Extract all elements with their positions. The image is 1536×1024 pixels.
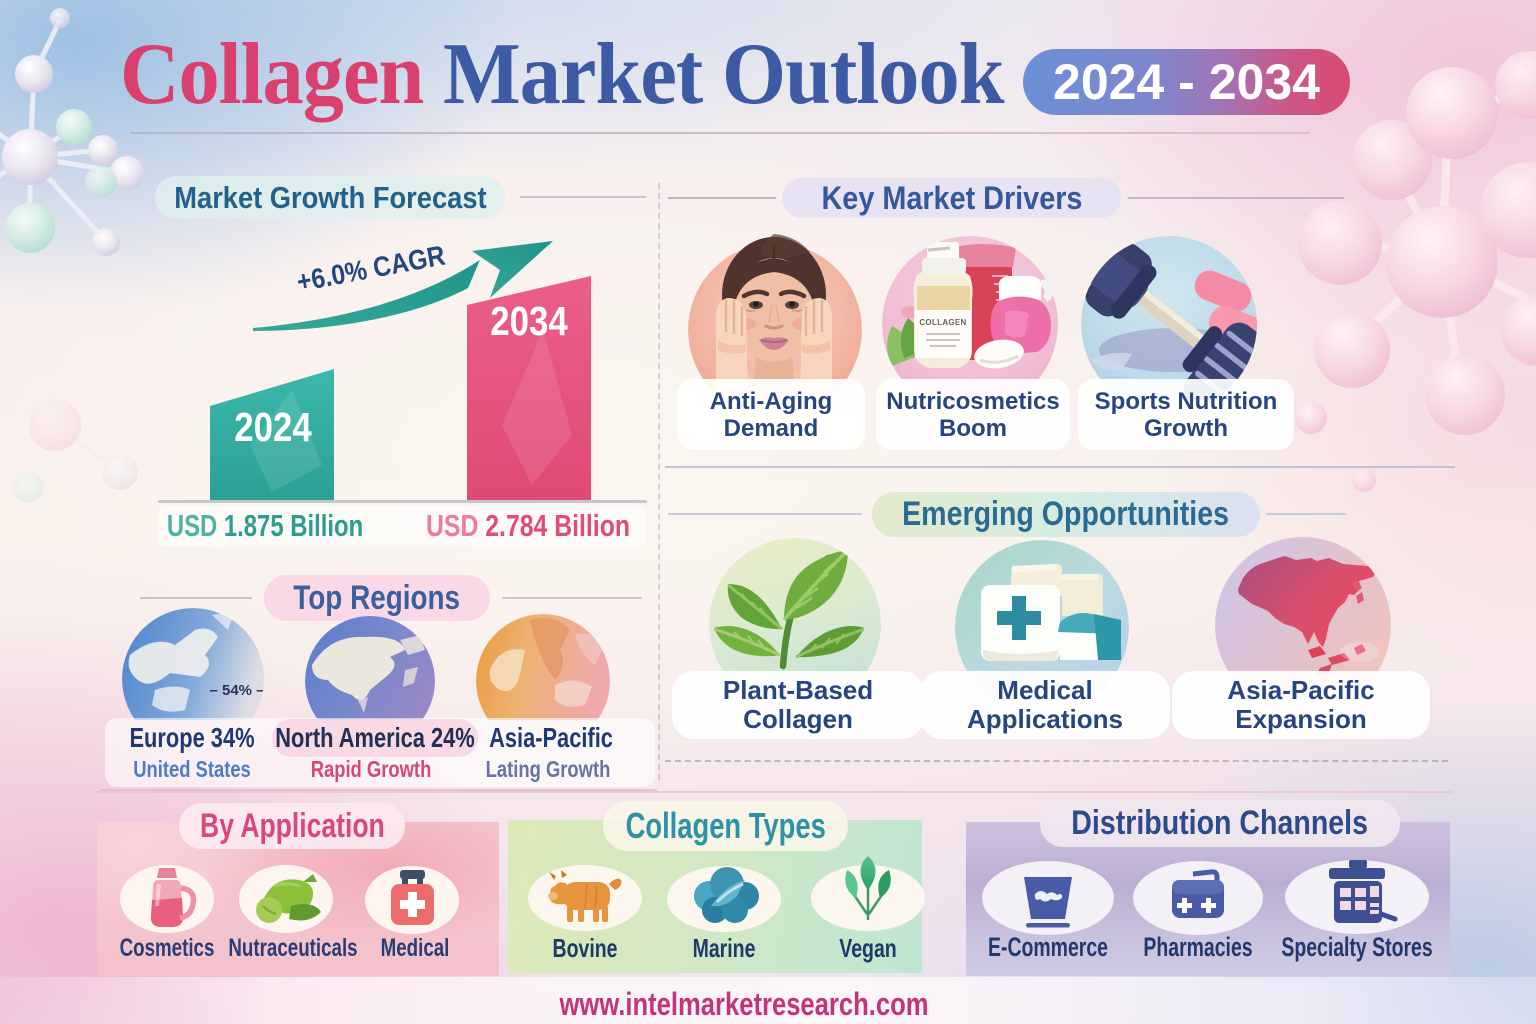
svg-text:– 54% –: – 54% – [209, 682, 264, 699]
svg-text:COLLAGEN: COLLAGEN [919, 318, 966, 327]
